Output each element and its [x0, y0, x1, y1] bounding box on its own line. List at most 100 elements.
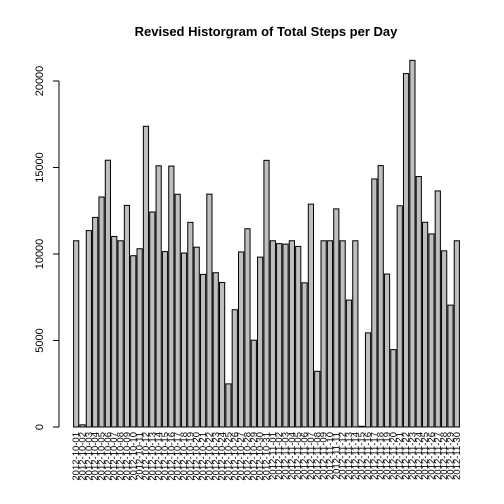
- bar: [117, 240, 124, 428]
- x-tick-label: 2012-11-29: [445, 432, 456, 480]
- x-tick-label: 2012-10-07: [109, 432, 120, 481]
- bar: [244, 228, 251, 428]
- x-tick-label: 2012-10-19: [185, 432, 196, 481]
- bar: [79, 424, 86, 428]
- bar: [161, 251, 169, 428]
- x-tick-label: 2012-10-20: [192, 432, 203, 481]
- x-tick-label: 2012-10-04: [90, 432, 101, 481]
- x-tick-label: 2012-10-26: [230, 432, 241, 481]
- x-tick-label: 2012-11-18: [376, 432, 387, 480]
- x-tick-label: 2012-11-24: [414, 432, 425, 480]
- x-tick-label: 2012-11-23: [407, 432, 418, 480]
- x-tick-label: 2012-10-29: [249, 432, 260, 481]
- x-tick-label: 2012-10-09: [122, 432, 133, 481]
- x-tick-label: 2012-11-30: [452, 432, 463, 480]
- x-tick-label: 2012-11-16: [363, 432, 374, 480]
- bar: [206, 193, 213, 428]
- bar: [352, 240, 359, 428]
- x-tick-label: 2012-10-31: [262, 432, 273, 481]
- x-tick-label: 2012-10-17: [173, 432, 184, 481]
- bar: [295, 245, 302, 428]
- bar: [149, 211, 156, 428]
- bar: [390, 349, 397, 428]
- bar: [276, 243, 283, 428]
- x-tick-label: 2012-10-27: [236, 432, 247, 481]
- x-tick-labels: 2012-10-012012-10-022012-10-032012-10-04…: [71, 432, 463, 481]
- bar: [136, 248, 143, 428]
- x-tick-label: 2012-11-02: [274, 432, 285, 480]
- y-tick-label: 0: [34, 424, 46, 430]
- x-tick-label: 2012-11-05: [293, 432, 304, 480]
- bar: [396, 205, 403, 428]
- x-tick-label: 2012-11-21: [395, 432, 406, 480]
- bar: [199, 273, 207, 428]
- bar: [180, 252, 188, 428]
- x-tick-label: 2012-11-06: [300, 432, 311, 480]
- bar: [142, 125, 150, 428]
- x-tick-label: 2012-11-04: [287, 432, 298, 480]
- bar: [187, 221, 194, 428]
- x-tick-label: 2012-10-14: [154, 432, 165, 481]
- x-tick-label: 2012-11-25: [420, 432, 431, 480]
- bar: [358, 425, 365, 428]
- bar: [257, 256, 264, 428]
- bar: [225, 383, 232, 428]
- bar: [434, 190, 441, 428]
- bar: [238, 251, 245, 428]
- bar: [85, 230, 92, 428]
- bar: [123, 204, 131, 428]
- bar: [339, 240, 346, 428]
- x-tick-label: 2012-11-13: [344, 432, 355, 480]
- y-tick-label: 5000: [34, 328, 46, 352]
- bar: [193, 246, 200, 428]
- x-tick-label: 2012-11-19: [382, 432, 393, 480]
- bar: [73, 240, 80, 428]
- y-axis: 0 5000 10000 15000 20000: [34, 66, 60, 430]
- bar: [174, 193, 181, 428]
- y-tick-label: 15000: [34, 152, 46, 183]
- x-tick-label: 2012-11-22: [401, 432, 412, 480]
- y-tick-label: 10000: [34, 239, 46, 270]
- bar: [168, 165, 175, 428]
- x-tick-label: 2012-10-02: [78, 432, 89, 481]
- bar: [288, 240, 295, 428]
- x-tick-label: 2012-11-27: [433, 432, 444, 480]
- x-tick-label: 2012-11-07: [306, 432, 317, 480]
- x-tick-label: 2012-11-15: [357, 432, 368, 480]
- x-tick-label: 2012-11-12: [338, 432, 349, 480]
- bar: [282, 243, 289, 428]
- x-tick-label: 2012-10-06: [103, 432, 114, 481]
- x-tick-label: 2012-11-17: [369, 432, 380, 480]
- x-tick-label: 2012-10-24: [217, 432, 228, 481]
- bar: [377, 165, 384, 428]
- x-tick-label: 2012-10-15: [160, 432, 171, 481]
- x-tick-label: 2012-11-09: [319, 432, 330, 480]
- x-tick-label: 2012-10-13: [147, 432, 158, 481]
- x-tick-label: 2012-10-23: [211, 432, 222, 481]
- x-tick-label: 2012-11-20: [388, 432, 399, 480]
- x-tick-label: 2012-11-08: [312, 432, 323, 480]
- bar: [98, 196, 105, 428]
- x-tick-label: 2012-10-22: [204, 432, 215, 481]
- bar: [301, 282, 308, 428]
- bar: [269, 240, 276, 428]
- bar: [453, 240, 460, 428]
- bar: [218, 281, 226, 428]
- x-tick-label: 2012-10-08: [116, 432, 127, 481]
- bar: [441, 250, 448, 428]
- bar: [314, 370, 321, 428]
- x-tick-label: 2012-10-03: [84, 432, 95, 481]
- bar: [409, 59, 416, 428]
- x-tick-label: 2012-10-16: [166, 432, 177, 481]
- x-tick-label: 2012-10-21: [198, 432, 209, 481]
- bar: [92, 216, 99, 428]
- y-tick-label: 20000: [34, 66, 46, 97]
- bar: [231, 309, 238, 428]
- x-tick-label: 2012-10-01: [71, 432, 82, 481]
- x-tick-label: 2012-11-14: [350, 432, 361, 480]
- bar: [383, 273, 391, 428]
- x-tick-label: 2012-11-01: [268, 432, 279, 480]
- x-tick-label: 2012-10-28: [242, 432, 253, 481]
- bar: [428, 233, 435, 428]
